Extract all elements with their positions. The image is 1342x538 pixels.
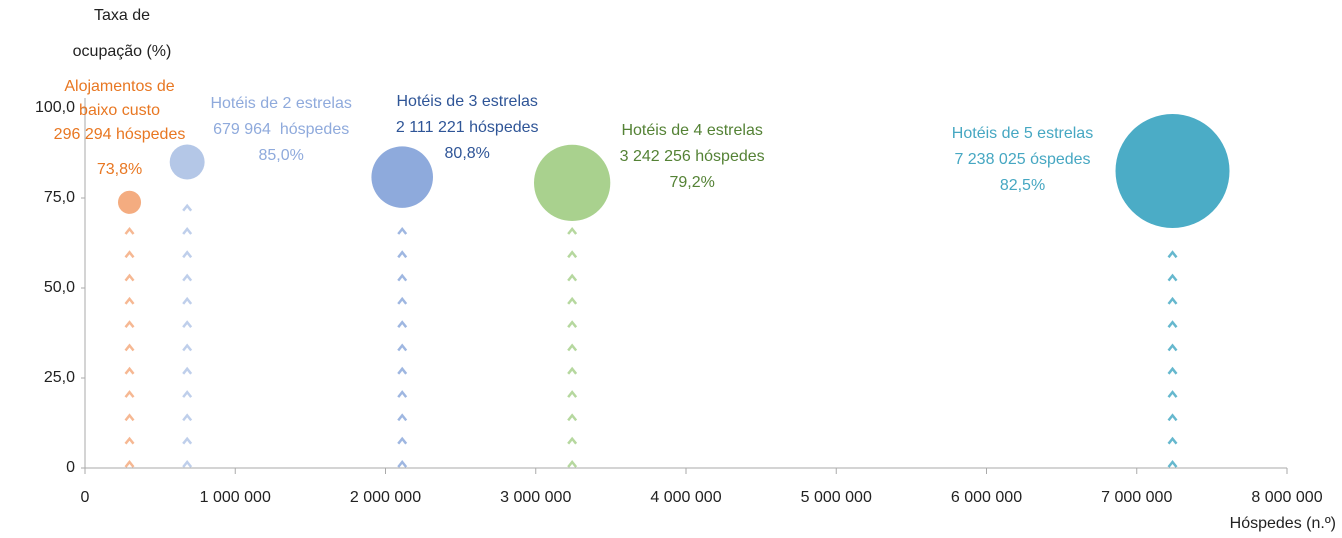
x-tick-label: 4 000 000 xyxy=(650,489,721,506)
value-label: 80,8% xyxy=(444,145,490,162)
stem-chevron xyxy=(1167,250,1178,259)
stem-chevron xyxy=(124,436,135,445)
stem-chevron xyxy=(397,436,408,445)
stem-chevron xyxy=(124,296,135,305)
series-name: Hotéis de 4 estrelas xyxy=(621,122,763,139)
stem-chevron xyxy=(1167,413,1178,422)
series-name: Hotéis de 3 estrelas xyxy=(396,93,538,110)
stem-chevron xyxy=(1167,436,1178,445)
bubble xyxy=(1115,114,1230,228)
data-label: Alojamentos de baixo custo 296 294 hósped… xyxy=(54,75,186,183)
x-tick-label: 3 000 000 xyxy=(500,489,571,506)
bubble xyxy=(117,190,142,214)
stem-chevron xyxy=(567,273,578,282)
stem-chevron xyxy=(567,226,578,235)
value-label: 82,5% xyxy=(999,177,1046,194)
stem-chevron xyxy=(1167,390,1178,398)
y-axis-title: Taxa de ocupação (%) xyxy=(72,7,172,60)
y-tick-label: 25,0 xyxy=(44,369,75,386)
stem-chevron xyxy=(182,436,193,445)
stem-chevron xyxy=(124,366,135,375)
stem-chevron xyxy=(567,343,578,352)
stem-chevron xyxy=(397,320,408,328)
stem-chevron xyxy=(182,459,193,468)
stem-chevron xyxy=(397,226,408,235)
x-tick-label: 8 000 000 xyxy=(1251,489,1322,506)
stem-chevron xyxy=(1167,343,1178,352)
stem-chevron xyxy=(124,459,135,468)
stem-chevron xyxy=(567,459,578,468)
x-tick-label: 2 000 000 xyxy=(350,489,421,506)
x-value-label: 2 111 221 hóspedes xyxy=(395,119,539,136)
stem-chevron xyxy=(397,296,408,305)
stem-chevron xyxy=(567,366,578,375)
bubble xyxy=(169,144,205,180)
x-tick-label: 0 xyxy=(81,489,90,506)
data-label: Hotéis de 3 estrelas 2 111 221 hóspedes 80… xyxy=(367,89,567,167)
stem-chevron xyxy=(397,250,408,259)
stem-chevron xyxy=(182,413,193,422)
stem-chevron xyxy=(1167,320,1178,328)
data-label: Hotéis de 2 estrelas 679 964 hóspedes 85,0… xyxy=(181,91,381,169)
series-name: Alojamentos de baixo custo xyxy=(64,78,175,119)
stem-chevron xyxy=(397,390,408,398)
x-value-label: 679 964 hóspedes xyxy=(213,121,350,138)
stem-chevron xyxy=(182,250,193,259)
stem-chevron xyxy=(182,320,193,328)
stem-chevron xyxy=(124,390,135,398)
stem-chevron xyxy=(182,296,193,305)
value-label: 85,0% xyxy=(258,147,304,164)
series-name: Hotéis de 2 estrelas xyxy=(210,95,352,112)
stem-chevron xyxy=(1167,459,1178,468)
stem-chevron xyxy=(182,343,193,352)
stem-chevron xyxy=(1167,296,1178,305)
bubble xyxy=(533,144,611,222)
x-value-label: 7 238 025 óspedes xyxy=(954,151,1091,168)
series-name: Hotéis de 5 estrelas xyxy=(951,125,1094,142)
x-value-label: 3 242 256 hóspedes xyxy=(619,148,765,165)
stem-chevron xyxy=(1167,273,1178,282)
stem-chevron xyxy=(124,413,135,422)
stem-chevron xyxy=(182,273,193,282)
x-tick-label: 6 000 000 xyxy=(951,489,1022,506)
data-label: Hotéis de 4 estrelas 3 242 256 hóspedes 79… xyxy=(592,118,792,196)
stem-chevron xyxy=(124,273,135,282)
stem-chevron xyxy=(567,413,578,422)
stem-chevron xyxy=(567,250,578,259)
x-value-label: 296 294 hóspedes xyxy=(53,126,186,143)
bubble xyxy=(371,146,433,208)
stem-chevron xyxy=(567,320,578,328)
y-tick-label: 50,0 xyxy=(44,279,75,296)
x-tick-label: 5 000 000 xyxy=(801,489,872,506)
x-tick-label: 1 000 000 xyxy=(200,489,271,506)
stem-chevron xyxy=(124,226,135,235)
stem-chevron xyxy=(1167,366,1178,375)
y-tick-label: 75,0 xyxy=(44,189,75,206)
value-label: 79,2% xyxy=(669,174,715,191)
stem-chevron xyxy=(182,366,193,375)
stem-chevron xyxy=(182,226,193,235)
stem-chevron xyxy=(567,296,578,305)
stem-chevron xyxy=(124,250,135,259)
stem-chevron xyxy=(397,413,408,422)
stem-chevron xyxy=(397,459,408,468)
stem-chevron xyxy=(397,366,408,375)
data-label: Hotéis de 5 estrelas 7 238 025 óspedes 82,… xyxy=(923,121,1123,199)
stem-chevron xyxy=(567,436,578,445)
stem-chevron xyxy=(397,273,408,282)
y-tick-label: 0 xyxy=(66,459,75,476)
stem-chevron xyxy=(567,390,578,398)
y-tick-label: 100,0 xyxy=(35,99,75,116)
stem-chevron xyxy=(397,343,408,352)
value-label: 73,8% xyxy=(96,161,143,178)
stem-chevron xyxy=(182,390,193,398)
stem-chevron xyxy=(124,343,135,352)
x-tick-label: 7 000 000 xyxy=(1101,489,1172,506)
x-axis-title: Hóspedes (n.º) xyxy=(1229,515,1336,532)
stem-chevron xyxy=(182,203,193,212)
stem-chevron xyxy=(124,320,135,328)
